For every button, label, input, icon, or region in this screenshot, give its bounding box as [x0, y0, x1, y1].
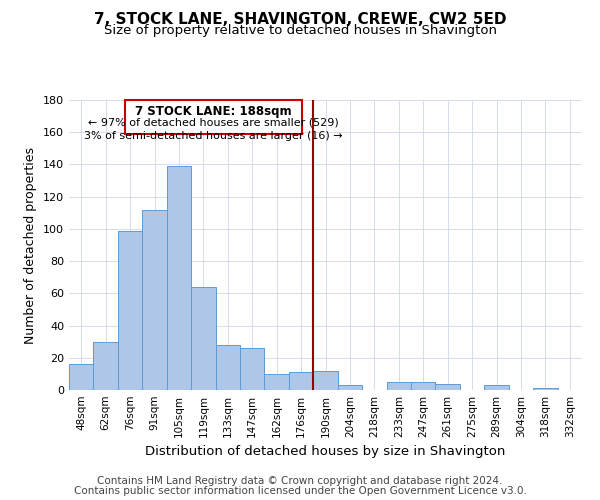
X-axis label: Distribution of detached houses by size in Shavington: Distribution of detached houses by size …	[145, 446, 506, 458]
Bar	[191, 287, 215, 390]
Text: Size of property relative to detached houses in Shavington: Size of property relative to detached ho…	[104, 24, 497, 37]
Bar	[240, 348, 265, 390]
Text: ← 97% of detached houses are smaller (529): ← 97% of detached houses are smaller (52…	[88, 118, 339, 128]
Bar	[167, 166, 191, 390]
Bar	[142, 210, 167, 390]
Bar	[338, 385, 362, 390]
Bar	[533, 388, 557, 390]
FancyBboxPatch shape	[125, 100, 302, 134]
Text: 7 STOCK LANE: 188sqm: 7 STOCK LANE: 188sqm	[136, 105, 292, 118]
Bar	[118, 230, 142, 390]
Text: 3% of semi-detached houses are larger (16) →: 3% of semi-detached houses are larger (1…	[85, 130, 343, 140]
Bar	[386, 382, 411, 390]
Y-axis label: Number of detached properties: Number of detached properties	[25, 146, 37, 344]
Bar	[265, 374, 289, 390]
Text: 7, STOCK LANE, SHAVINGTON, CREWE, CW2 5ED: 7, STOCK LANE, SHAVINGTON, CREWE, CW2 5E…	[94, 12, 506, 28]
Text: Contains public sector information licensed under the Open Government Licence v3: Contains public sector information licen…	[74, 486, 526, 496]
Bar	[313, 370, 338, 390]
Bar	[215, 345, 240, 390]
Bar	[289, 372, 313, 390]
Text: Contains HM Land Registry data © Crown copyright and database right 2024.: Contains HM Land Registry data © Crown c…	[97, 476, 503, 486]
Bar	[94, 342, 118, 390]
Bar	[69, 364, 94, 390]
Bar	[411, 382, 436, 390]
Bar	[484, 385, 509, 390]
Bar	[436, 384, 460, 390]
